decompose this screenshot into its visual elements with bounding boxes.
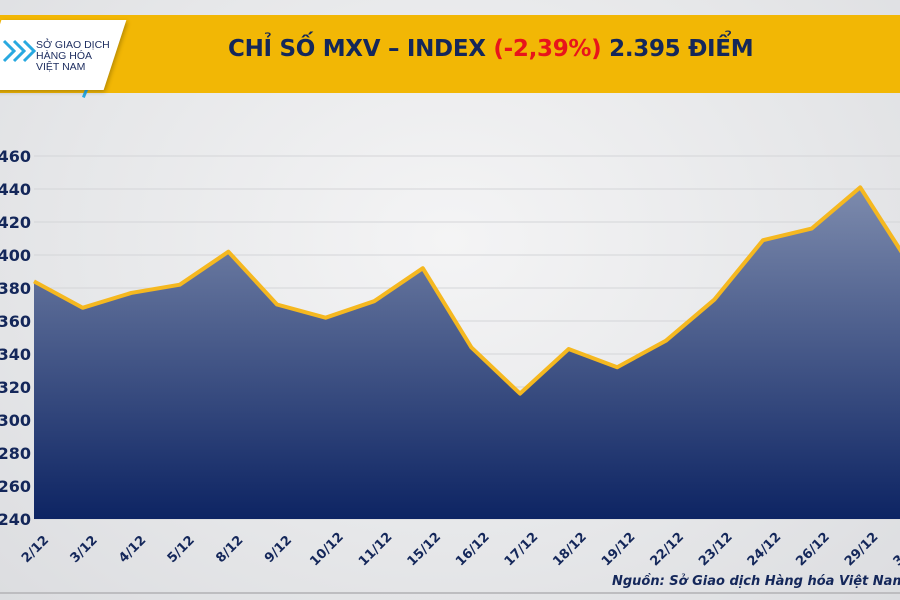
y-tick-label: 2.260 (0, 477, 31, 496)
logo-line-2: HÀNG HÓA (36, 50, 93, 62)
logo-text: SỞ GIAO DỊCH HÀNG HÓA VIỆT NAM (36, 40, 110, 73)
x-tick-label: 24/12 (745, 530, 785, 570)
x-tick-label: 29/12 (842, 530, 882, 570)
x-tick-label: 8/12 (213, 533, 246, 566)
x-tick-label: 23/12 (696, 530, 736, 570)
header-band (0, 15, 900, 93)
x-tick-label: 2/12 (19, 533, 52, 566)
logo-chevron-icon (2, 39, 36, 63)
y-tick-label: 2.420 (0, 213, 31, 232)
y-tick-label: 2.340 (0, 345, 31, 364)
x-tick-label: 19/12 (599, 530, 639, 570)
x-tick-label: 30/12 (891, 530, 900, 570)
logo-line-3: VIỆT NAM (36, 61, 86, 73)
title-change: (-2,39%) (493, 36, 602, 62)
y-tick-label: 2.440 (0, 180, 31, 199)
x-tick-label: 26/12 (793, 530, 833, 570)
x-tick-label: 3/12 (68, 533, 101, 566)
title-main: CHỈ SỐ MXV – INDEX (228, 36, 486, 62)
logo-line-1: SỞ GIAO DỊCH (36, 39, 110, 51)
y-tick-label: 2.460 (0, 147, 31, 166)
x-tick-label: 22/12 (648, 530, 688, 570)
y-tick-label: 2.360 (0, 312, 31, 331)
y-tick-label: 2.320 (0, 378, 31, 397)
y-tick-label: 2.280 (0, 444, 31, 463)
title-value: 2.395 ĐIỂM (609, 36, 754, 62)
y-tick-label: 2.380 (0, 279, 31, 298)
x-tick-label: 11/12 (356, 530, 396, 570)
source-note: Nguồn: Sở Giao dịch Hàng hóa Việt Nam (611, 574, 900, 589)
x-tick-label: 15/12 (405, 530, 445, 570)
y-tick-label: 2.300 (0, 411, 31, 430)
area-fill (34, 187, 900, 519)
y-tick-label: 2.400 (0, 246, 31, 265)
y-tick-label: 2.240 (0, 510, 31, 529)
x-tick-label: 4/12 (116, 533, 149, 566)
x-tick-label: 9/12 (262, 533, 295, 566)
x-tick-label: 16/12 (453, 530, 493, 570)
x-tick-label: 5/12 (165, 533, 198, 566)
x-tick-label: 17/12 (502, 530, 542, 570)
x-tick-label: 18/12 (550, 530, 590, 570)
footer-divider (0, 592, 900, 594)
x-tick-label: 10/12 (307, 530, 347, 570)
page-title: CHỈ SỐ MXV – INDEX (-2,39%) 2.395 ĐIỂM (228, 36, 754, 62)
